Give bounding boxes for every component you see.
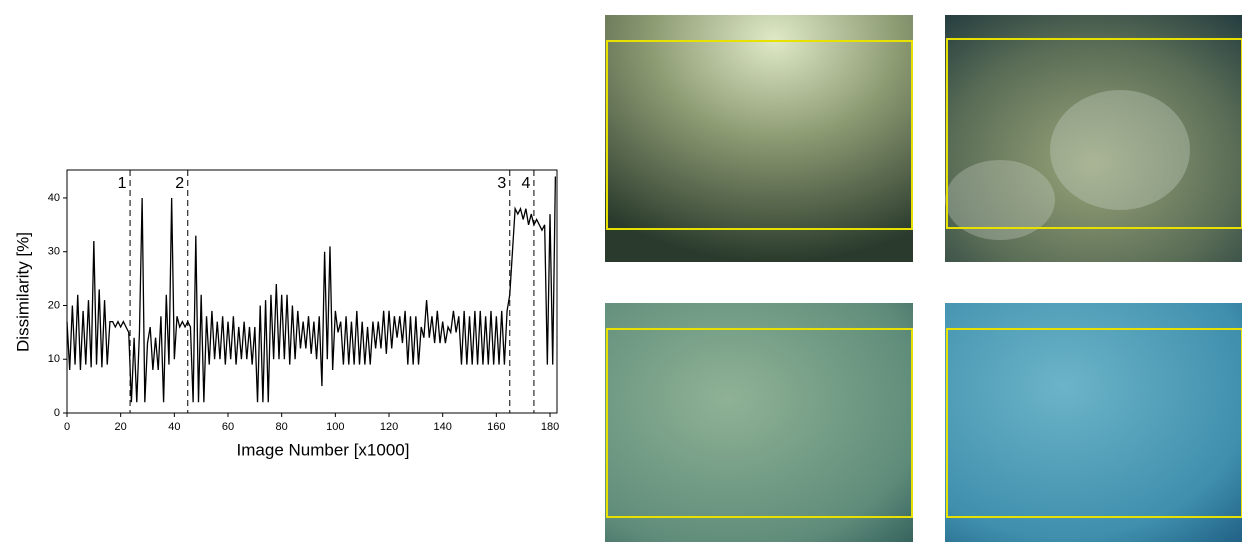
coral bbox=[945, 160, 1055, 240]
event-label: 1 bbox=[118, 175, 127, 192]
y-tick-label: 10 bbox=[48, 353, 60, 365]
x-tick-label: 60 bbox=[222, 421, 234, 433]
x-tick-label: 0 bbox=[64, 421, 70, 433]
y-tick-label: 30 bbox=[48, 246, 60, 258]
x-tick-label: 100 bbox=[326, 421, 344, 433]
coral bbox=[1050, 90, 1190, 210]
photo bbox=[605, 15, 913, 262]
x-tick-label: 40 bbox=[168, 421, 180, 433]
roi-box bbox=[946, 38, 1242, 229]
x-axis-label: Image Number [x1000] bbox=[237, 440, 410, 459]
photo bbox=[945, 15, 1242, 262]
event-label: 4 bbox=[521, 175, 530, 192]
x-tick-label: 140 bbox=[434, 421, 452, 433]
y-axis-label: Dissimilarity [%] bbox=[13, 232, 32, 352]
roi-box bbox=[946, 328, 1242, 518]
roi-box bbox=[606, 40, 913, 230]
data-line bbox=[66, 176, 557, 403]
x-tick-label: 20 bbox=[115, 421, 127, 433]
photo bbox=[945, 303, 1242, 542]
plot-frame bbox=[66, 169, 558, 414]
photo bbox=[605, 303, 913, 542]
y-tick-label: 0 bbox=[54, 407, 60, 419]
event-label: 2 bbox=[175, 175, 184, 192]
x-tick-label: 120 bbox=[380, 421, 398, 433]
y-tick-label: 40 bbox=[48, 192, 60, 204]
x-tick-label: 180 bbox=[541, 421, 559, 433]
photos bbox=[605, 15, 1242, 542]
roi-box bbox=[606, 328, 913, 518]
y-tick-label: 20 bbox=[48, 299, 60, 311]
x-tick-label: 160 bbox=[487, 421, 505, 433]
x-tick-label: 80 bbox=[276, 421, 288, 433]
event-label: 3 bbox=[497, 175, 506, 192]
